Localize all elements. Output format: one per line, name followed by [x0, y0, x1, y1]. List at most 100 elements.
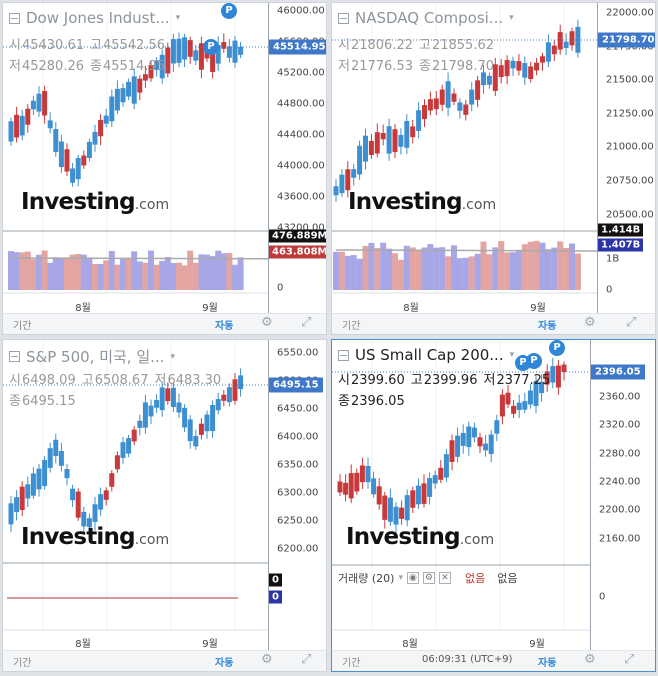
candle	[126, 78, 132, 101]
auto-scale-button[interactable]: 자동	[215, 321, 234, 332]
chart-bottom-bar: 기간 자동 ⚙ ⤢	[332, 313, 655, 334]
candle	[398, 128, 404, 155]
collapse-icon[interactable]	[9, 351, 20, 362]
candle	[86, 138, 92, 162]
candle	[58, 134, 64, 173]
candle	[8, 117, 14, 146]
candle	[404, 114, 410, 155]
volume-bar	[474, 253, 481, 290]
candle	[475, 75, 481, 108]
candle	[445, 72, 451, 117]
candle	[47, 442, 53, 473]
candle	[504, 55, 510, 85]
expand-icon[interactable]: ⤢	[624, 652, 635, 667]
period-button[interactable]: 기간	[13, 658, 32, 669]
candle	[170, 382, 176, 413]
period-button[interactable]: 기간	[342, 658, 361, 669]
chart-panel-smallcap[interactable]: US Small Cap 200... ▾ 시2399.60 고2399.96 저2…	[331, 339, 656, 672]
volume-bar	[433, 247, 440, 290]
candle	[103, 108, 109, 128]
volume-label[interactable]: 거래량 (20)	[338, 572, 395, 585]
chevron-down-icon[interactable]: ▾	[175, 13, 181, 23]
price-tick-label: 21250.00	[606, 108, 654, 120]
volume-bar	[386, 248, 393, 290]
candle	[555, 360, 561, 395]
close-icon[interactable]: ✕	[438, 572, 451, 584]
p-badge[interactable]: P	[203, 39, 219, 55]
volume-bar	[164, 257, 171, 290]
candle	[98, 114, 104, 146]
price-axis-dow[interactable]: 46000.0045600.0045200.0044800.0044400.00…	[268, 3, 326, 334]
auto-scale-button[interactable]: 자동	[538, 658, 557, 669]
candle	[19, 109, 25, 141]
chart-panel-sp500[interactable]: S&P 500, 미국, 일... ▾ 시6498.09 고6508.67 저648…	[2, 339, 327, 672]
candle	[359, 457, 365, 489]
candle	[109, 470, 115, 492]
price-plot-smallcap[interactable]	[332, 340, 590, 653]
volume-bar	[170, 263, 177, 290]
p-badge[interactable]: P	[221, 3, 237, 19]
candle	[455, 427, 461, 463]
candle	[137, 414, 143, 436]
chevron-down-icon[interactable]: ▾	[170, 351, 175, 362]
p-badge[interactable]: P	[549, 340, 565, 356]
volume-bar	[187, 250, 194, 290]
price-tick-label: 6300.00	[277, 487, 319, 499]
price-plot-dow[interactable]	[3, 3, 268, 316]
collapse-icon[interactable]	[338, 349, 349, 361]
volume-bar	[232, 264, 238, 290]
price-tick-label: 6400.00	[277, 431, 319, 443]
expand-icon[interactable]: ⤢	[626, 315, 637, 330]
period-button[interactable]: 기간	[13, 321, 32, 332]
chevron-down-icon[interactable]: ▾	[509, 13, 514, 23]
gear-icon[interactable]: ⚙	[261, 652, 273, 667]
candle	[30, 95, 36, 115]
price-axis-sp500[interactable]: 6550.006500.006450.006400.006350.006300.…	[268, 340, 323, 671]
candle	[511, 399, 517, 419]
month-label: 9월	[530, 303, 546, 314]
volume-bar	[563, 247, 570, 290]
price-axis-nasdaq[interactable]: 22000.0021750.0021500.0021250.0021000.00…	[597, 3, 655, 334]
collapse-icon[interactable]	[338, 12, 349, 24]
price-axis-smallcap[interactable]: 2360.00 2320.00 2280.00 2240.00 2200.00 2160.…	[590, 340, 645, 671]
auto-scale-button[interactable]: 자동	[215, 658, 234, 669]
gear-icon[interactable]: ⚙	[584, 652, 596, 667]
p-badge[interactable]: P	[526, 353, 542, 369]
price-plot-nasdaq[interactable]	[332, 3, 597, 316]
chevron-down-icon[interactable]: ▾	[398, 573, 403, 583]
volume-bar	[142, 262, 149, 290]
high-value: 2399.96	[423, 373, 478, 388]
candle	[451, 88, 457, 106]
auto-scale-button[interactable]: 자동	[538, 321, 557, 332]
expand-icon[interactable]: ⤢	[301, 652, 312, 667]
volume-bar	[545, 249, 552, 290]
price-tick-label: 21500.00	[606, 74, 654, 86]
settings-icon[interactable]: ⚙	[422, 572, 435, 584]
period-button[interactable]: 기간	[342, 321, 361, 332]
volume-bar	[19, 252, 26, 290]
expand-icon[interactable]: ⤢	[301, 315, 312, 330]
investing-logo: Investing.com	[348, 189, 496, 215]
volume-bar	[521, 244, 528, 290]
volume-bar	[176, 262, 182, 290]
candle	[30, 467, 36, 499]
month-label: 8월	[75, 639, 91, 650]
candle	[483, 434, 489, 457]
chevron-down-icon[interactable]: ▾	[509, 350, 515, 360]
low-value: 21776.53	[350, 59, 413, 74]
gear-icon[interactable]: ⚙	[261, 315, 273, 330]
candle	[365, 457, 371, 489]
month-label: 8월	[75, 303, 91, 314]
chart-panel-dow[interactable]: Dow Jones Indust... ▾ 시45430.61 고45542.56…	[2, 2, 327, 335]
month-label: 8월	[402, 639, 418, 650]
collapse-icon[interactable]	[9, 12, 20, 24]
high-label: 고	[81, 373, 94, 388]
volume-bar	[36, 254, 42, 290]
chart-panel-nasdaq[interactable]: NASDAQ Composi... ▾ 시21806.22 고21855.62 저…	[331, 2, 656, 335]
open-value: 6498.09	[21, 373, 76, 388]
candle	[516, 53, 522, 76]
volume-bar	[92, 263, 98, 290]
visibility-icon[interactable]: ◉	[406, 572, 419, 584]
price-plot-sp500[interactable]	[3, 340, 268, 653]
gear-icon[interactable]: ⚙	[584, 315, 596, 330]
